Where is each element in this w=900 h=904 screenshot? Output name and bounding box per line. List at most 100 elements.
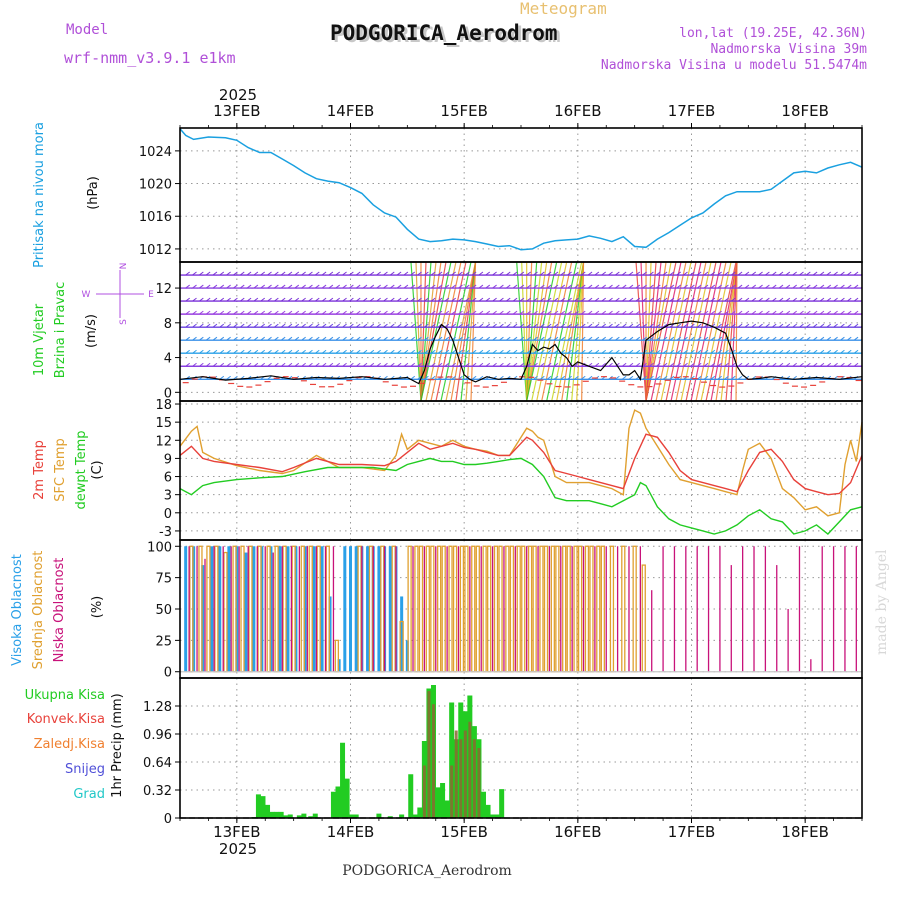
wind-barb [655,349,661,354]
wind-barb [458,271,463,276]
wind-barb [812,271,818,276]
wind-rose-w: W [82,290,91,300]
wind-barb [499,310,504,315]
wind-barb [676,271,682,276]
mid-cloud-bar [621,545,626,673]
wind-barb [799,336,804,341]
wind-barb [737,271,743,276]
high-cloud-bar [184,546,188,672]
wind-barb [199,336,204,341]
wind-barb [655,336,661,341]
wind-barb [676,297,682,302]
wind-barb [233,271,238,276]
wind-barb [840,362,845,367]
wind-barb [785,323,791,328]
total-precip-bar [269,811,275,818]
wind-barb [826,271,832,276]
wind-barb [655,297,661,302]
wind-barb [553,284,559,289]
wind-barb [349,362,354,367]
wind-barb [424,375,429,380]
wind-barb [389,284,395,289]
wind-barb [710,310,716,315]
wind-barb [308,362,313,367]
wind-barb [260,349,266,354]
wind-barb [553,375,559,380]
day-label-bottom: 15FEB [440,823,487,841]
wind-barb [492,310,497,315]
wind-barb [594,349,600,354]
wind-barb [492,375,497,380]
wind-barb [621,336,627,341]
wind-barb [724,375,729,380]
wind-barb [526,349,531,354]
day-label-bottom: 17FEB [668,823,715,841]
wind-barb [853,271,859,276]
total-precip-bar [399,814,405,818]
pressure-line [179,128,863,251]
wind-barb [314,362,320,367]
wind-barb [601,362,607,367]
mid-cloud-bar [232,545,237,673]
wind-barb [587,336,593,341]
wind-barb [335,271,341,276]
wind-barb [444,349,450,354]
wind-barb [744,271,750,276]
wind-hatch [460,262,477,401]
wind-barb [233,284,238,289]
wind-barb [560,284,566,289]
wind-barb [301,284,306,289]
wind-barb [778,271,784,276]
wind-barb [594,271,600,276]
wind-barb [308,336,313,341]
wind-barb [335,349,341,354]
wind-barb [430,362,436,367]
wind-barb [546,310,552,315]
wind-barb [737,323,743,328]
wind-barb [430,349,436,354]
wind-barb [260,284,266,289]
wind-barb [669,336,675,341]
wind-barb [683,323,688,328]
wind-barb [383,349,388,354]
wind-barb [458,310,463,315]
wind-barb [294,362,300,367]
wind-barb [649,271,654,276]
wind-barb [662,284,668,289]
mid-cloud-bar [430,545,435,673]
wind-barb [389,336,395,341]
wind-barb [628,375,634,380]
wind-barb [635,284,641,289]
wind-barb [444,323,450,328]
dewpoint-line [179,457,863,535]
wind-barb [601,336,607,341]
wind-barb [669,323,675,328]
wind-barb [806,271,811,276]
temperature-ytick-label: -3 [159,525,172,540]
wind-barb [192,284,197,289]
wind-barb [792,336,797,341]
wind-barb [615,284,620,289]
wind-barb [253,362,259,367]
total-precip-bar [490,814,496,818]
wind-barb [840,323,845,328]
wind-barb [819,362,825,367]
wind-hatch [556,262,585,401]
wind-barb [560,323,566,328]
wind-barb [683,271,688,276]
wind-barb [383,284,388,289]
wind-barb [471,375,477,380]
mid-cloud-bar [562,545,567,673]
wind-barb [526,297,531,302]
wind-barb [840,349,845,354]
temperature-ytick-label: 0 [164,507,172,522]
wind-barb [717,284,722,289]
wind-barb [369,336,375,341]
model-label: Model [66,22,108,38]
wind-barb [642,362,647,367]
wind-barb [226,336,231,341]
wind-barb [246,297,252,302]
wind-barb [505,336,511,341]
wind-barb [853,349,859,354]
wind-barb [253,271,259,276]
